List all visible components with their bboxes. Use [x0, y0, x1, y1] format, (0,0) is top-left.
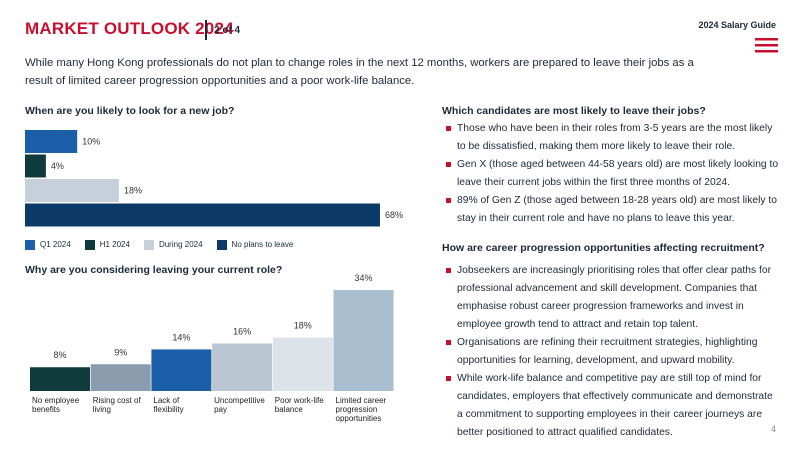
legend-label: During 2024 — [158, 240, 203, 250]
bar — [25, 179, 119, 202]
page-number: 4 — [770, 424, 776, 434]
bar — [212, 343, 273, 391]
legend-swatch — [216, 240, 227, 250]
legend-swatch — [25, 240, 35, 250]
bar — [272, 337, 333, 391]
x-tick-label: No employee benefits — [32, 396, 80, 414]
bar — [151, 349, 212, 391]
bullet-list: Jobseekers are increasingly prioritising… — [442, 262, 780, 442]
value-label: 10% — [82, 137, 100, 147]
x-tick-label: Poor work-life balance — [274, 396, 324, 414]
x-tick-label: Lack of flexibility — [153, 396, 184, 414]
legend-label: H1 2024 — [99, 240, 130, 250]
bullet: Jobseekers are increasingly prioritising… — [442, 262, 780, 334]
guide-label: 2024 Salary Guide — [698, 20, 776, 30]
legend-item: During 2024 — [143, 240, 203, 250]
legend-item: H1 2024 — [84, 240, 130, 250]
bullet: While work-life balance and competitive … — [442, 370, 780, 442]
legend-label: No plans to leave — [231, 240, 294, 250]
bar — [90, 364, 151, 391]
bar — [25, 154, 46, 178]
value-label: 68% — [385, 210, 403, 220]
bullet: 89% of Gen Z (those aged between 18-28 y… — [442, 192, 780, 228]
legend-item: No plans to leave — [216, 240, 294, 250]
value-label: 4% — [51, 161, 64, 171]
chart-title: Why are you considering leaving your cur… — [25, 264, 283, 276]
legend-label: Q1 2024 — [40, 240, 71, 250]
bullet-list: Those who have been in their roles from … — [442, 120, 780, 228]
menu-icon[interactable] — [755, 38, 778, 53]
value-label: 18% — [124, 186, 142, 196]
bar — [30, 367, 90, 391]
page-indicator: 2 of 4 — [214, 25, 241, 36]
x-tick-label: Limited career progression opportunities — [335, 396, 387, 423]
chart-title: When are you likely to look for a new jo… — [25, 105, 235, 117]
bar — [25, 130, 78, 153]
value-label: 14% — [172, 332, 190, 342]
bar — [333, 290, 394, 391]
bullet: Gen X (those aged between 44-58 years ol… — [442, 156, 780, 192]
legend-item: Q1 2024 — [25, 240, 71, 250]
title: MARKET OUTLOOK 2024 — [25, 19, 234, 38]
value-label: 34% — [354, 273, 372, 283]
bullet: Those who have been in their roles from … — [442, 120, 780, 156]
legend: Q1 2024 H1 2024 During 2024 No plans to lea… — [25, 240, 297, 250]
section-heading: Which candidates are most likely to leav… — [442, 105, 706, 117]
value-label: 16% — [233, 326, 251, 336]
value-label: 8% — [53, 350, 66, 360]
bar — [25, 203, 380, 227]
x-tick-label: Uncompetitive pay — [214, 396, 265, 414]
intro: While many Hong Kong professionals do no… — [25, 57, 694, 87]
value-label: 9% — [114, 347, 127, 357]
bullet: Organisations are refining their recruit… — [442, 334, 780, 370]
x-tick-label: Rising cost of living — [92, 396, 141, 414]
separator — [205, 20, 207, 40]
value-label: 18% — [294, 321, 312, 331]
legend-swatch — [143, 240, 154, 250]
legend-swatch — [84, 240, 95, 250]
section-heading: How are career progression opportunities… — [442, 242, 765, 254]
